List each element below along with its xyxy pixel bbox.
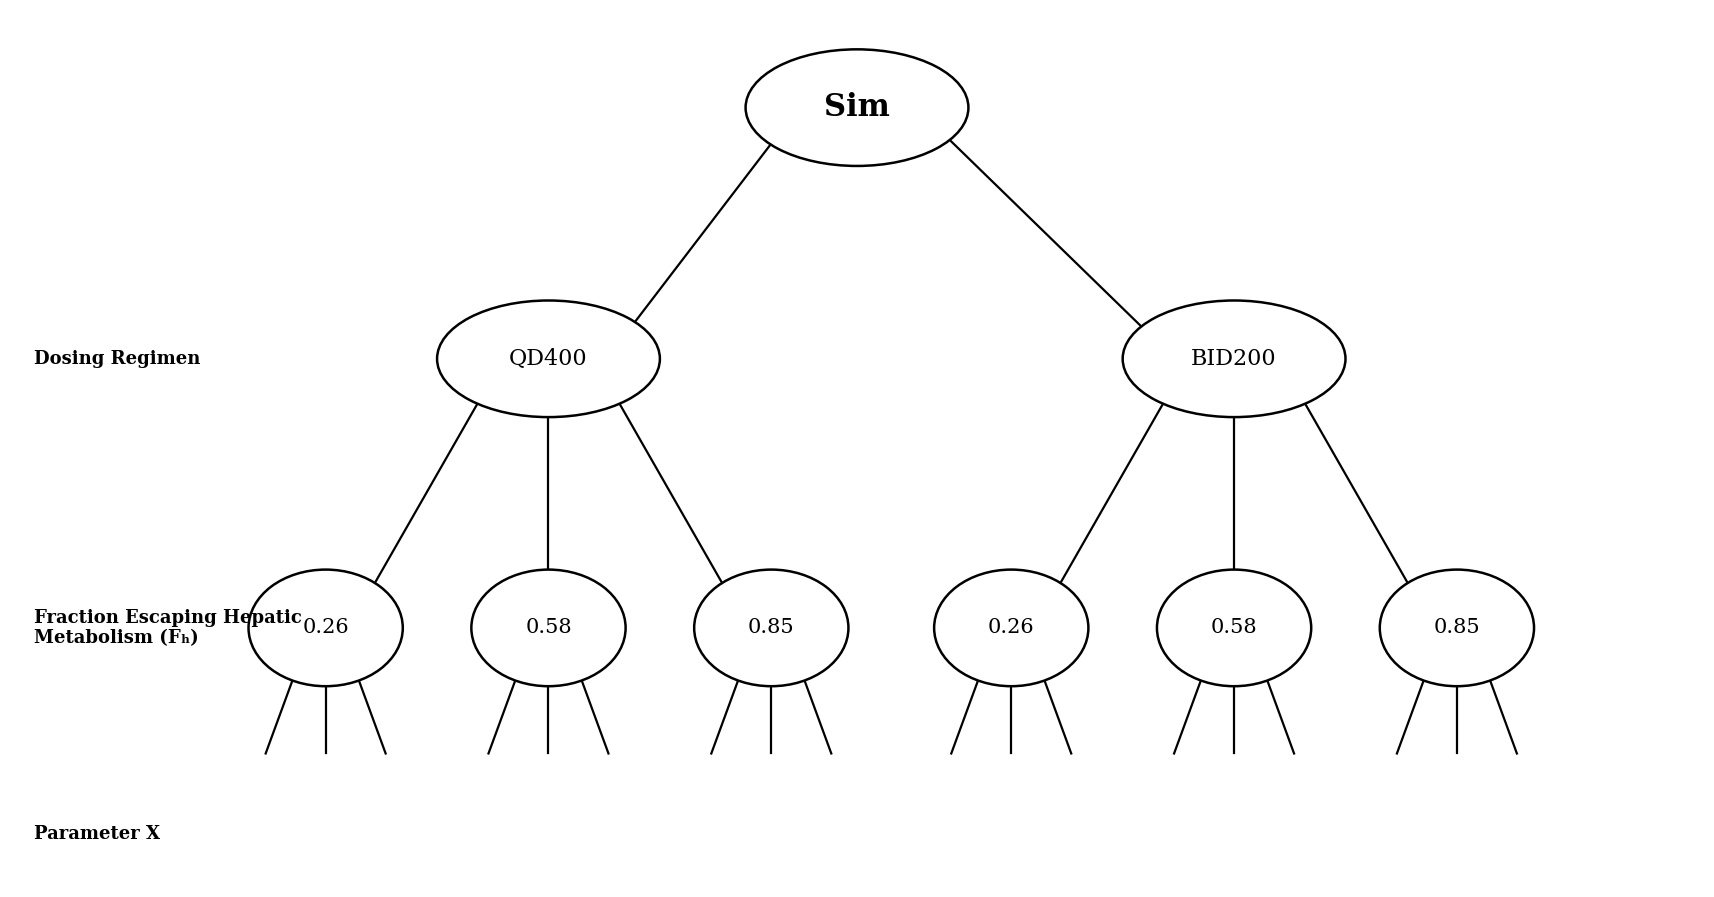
Text: 0.58: 0.58 (1210, 618, 1258, 638)
Ellipse shape (1157, 570, 1311, 686)
Text: Parameter X: Parameter X (34, 825, 161, 843)
Ellipse shape (471, 570, 626, 686)
Ellipse shape (437, 300, 660, 417)
Text: 0.85: 0.85 (1433, 618, 1481, 638)
Ellipse shape (746, 49, 968, 166)
Ellipse shape (1380, 570, 1534, 686)
Text: 0.26: 0.26 (302, 618, 350, 638)
Text: BID200: BID200 (1191, 348, 1277, 370)
Text: 0.58: 0.58 (524, 618, 572, 638)
Text: 0.26: 0.26 (987, 618, 1035, 638)
Text: Dosing Regimen: Dosing Regimen (34, 350, 201, 368)
Ellipse shape (1123, 300, 1345, 417)
Ellipse shape (934, 570, 1088, 686)
Ellipse shape (249, 570, 403, 686)
Text: Sim: Sim (824, 92, 890, 123)
Text: QD400: QD400 (509, 348, 588, 370)
Ellipse shape (694, 570, 848, 686)
Text: 0.85: 0.85 (747, 618, 795, 638)
Text: Fraction Escaping Hepatic
Metabolism (Fₕ): Fraction Escaping Hepatic Metabolism (Fₕ… (34, 608, 302, 648)
